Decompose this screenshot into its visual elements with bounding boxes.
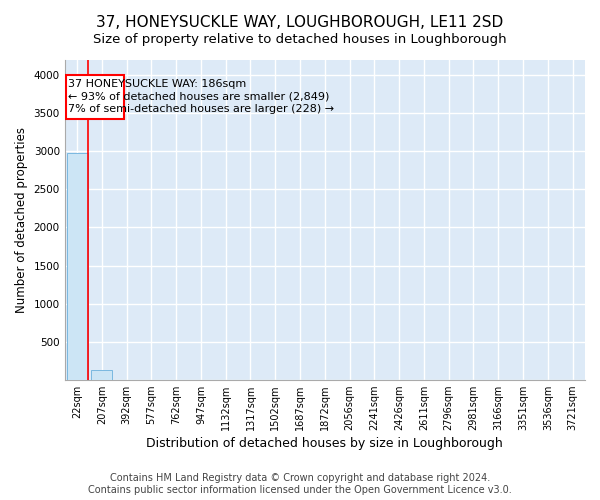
Y-axis label: Number of detached properties: Number of detached properties	[15, 127, 28, 313]
Text: 37 HONEYSUCKLE WAY: 186sqm: 37 HONEYSUCKLE WAY: 186sqm	[68, 78, 246, 88]
Polygon shape	[66, 75, 124, 118]
Bar	[91, 370, 112, 380]
X-axis label: Distribution of detached houses by size in Loughborough: Distribution of detached houses by size …	[146, 437, 503, 450]
Text: Size of property relative to detached houses in Loughborough: Size of property relative to detached ho…	[93, 32, 507, 46]
Text: Contains HM Land Registry data © Crown copyright and database right 2024.
Contai: Contains HM Land Registry data © Crown c…	[88, 474, 512, 495]
Text: 37, HONEYSUCKLE WAY, LOUGHBOROUGH, LE11 2SD: 37, HONEYSUCKLE WAY, LOUGHBOROUGH, LE11 …	[97, 15, 503, 30]
Bar	[67, 153, 88, 380]
Text: ← 93% of detached houses are smaller (2,849): ← 93% of detached houses are smaller (2,…	[68, 92, 329, 102]
Text: 7% of semi-detached houses are larger (228) →: 7% of semi-detached houses are larger (2…	[68, 104, 334, 115]
